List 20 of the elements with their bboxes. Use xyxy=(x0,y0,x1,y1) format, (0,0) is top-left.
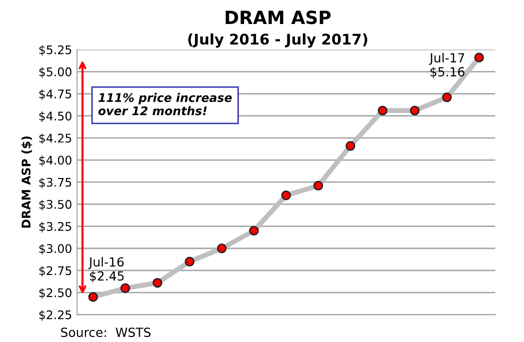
y-tick-label: $4.25 xyxy=(39,133,72,144)
chart-subtitle: (July 2016 - July 2017) xyxy=(188,33,368,48)
y-tick-label: $2.75 xyxy=(39,266,72,277)
y-tick-label: $3.00 xyxy=(39,244,72,255)
y-tick-label: $3.50 xyxy=(39,200,72,210)
y-tick-label: $3.25 xyxy=(39,222,72,233)
annotation: 111% price increase over 12 months! xyxy=(98,92,232,116)
y-tick-label: $5.00 xyxy=(39,67,72,78)
annotation: Jul-16 $2.45 xyxy=(88,256,124,282)
annotation: Jul-17 $5.16 xyxy=(429,52,464,78)
y-tick-label: $2.50 xyxy=(39,288,72,299)
y-tick-label: $3.75 xyxy=(39,178,72,188)
y-tick-label: $4.50 xyxy=(39,111,72,122)
y-tick-label: $4.00 xyxy=(39,156,72,166)
y-tick-label: $5.25 xyxy=(39,45,72,56)
source-note: Source: WSTS xyxy=(61,328,151,338)
chart-title: DRAM ASP xyxy=(226,10,331,24)
y-tick-label: $2.25 xyxy=(39,310,72,321)
y-tick-label: $4.75 xyxy=(39,89,72,100)
y-axis-title: DRAM ASP ($) xyxy=(21,136,32,228)
